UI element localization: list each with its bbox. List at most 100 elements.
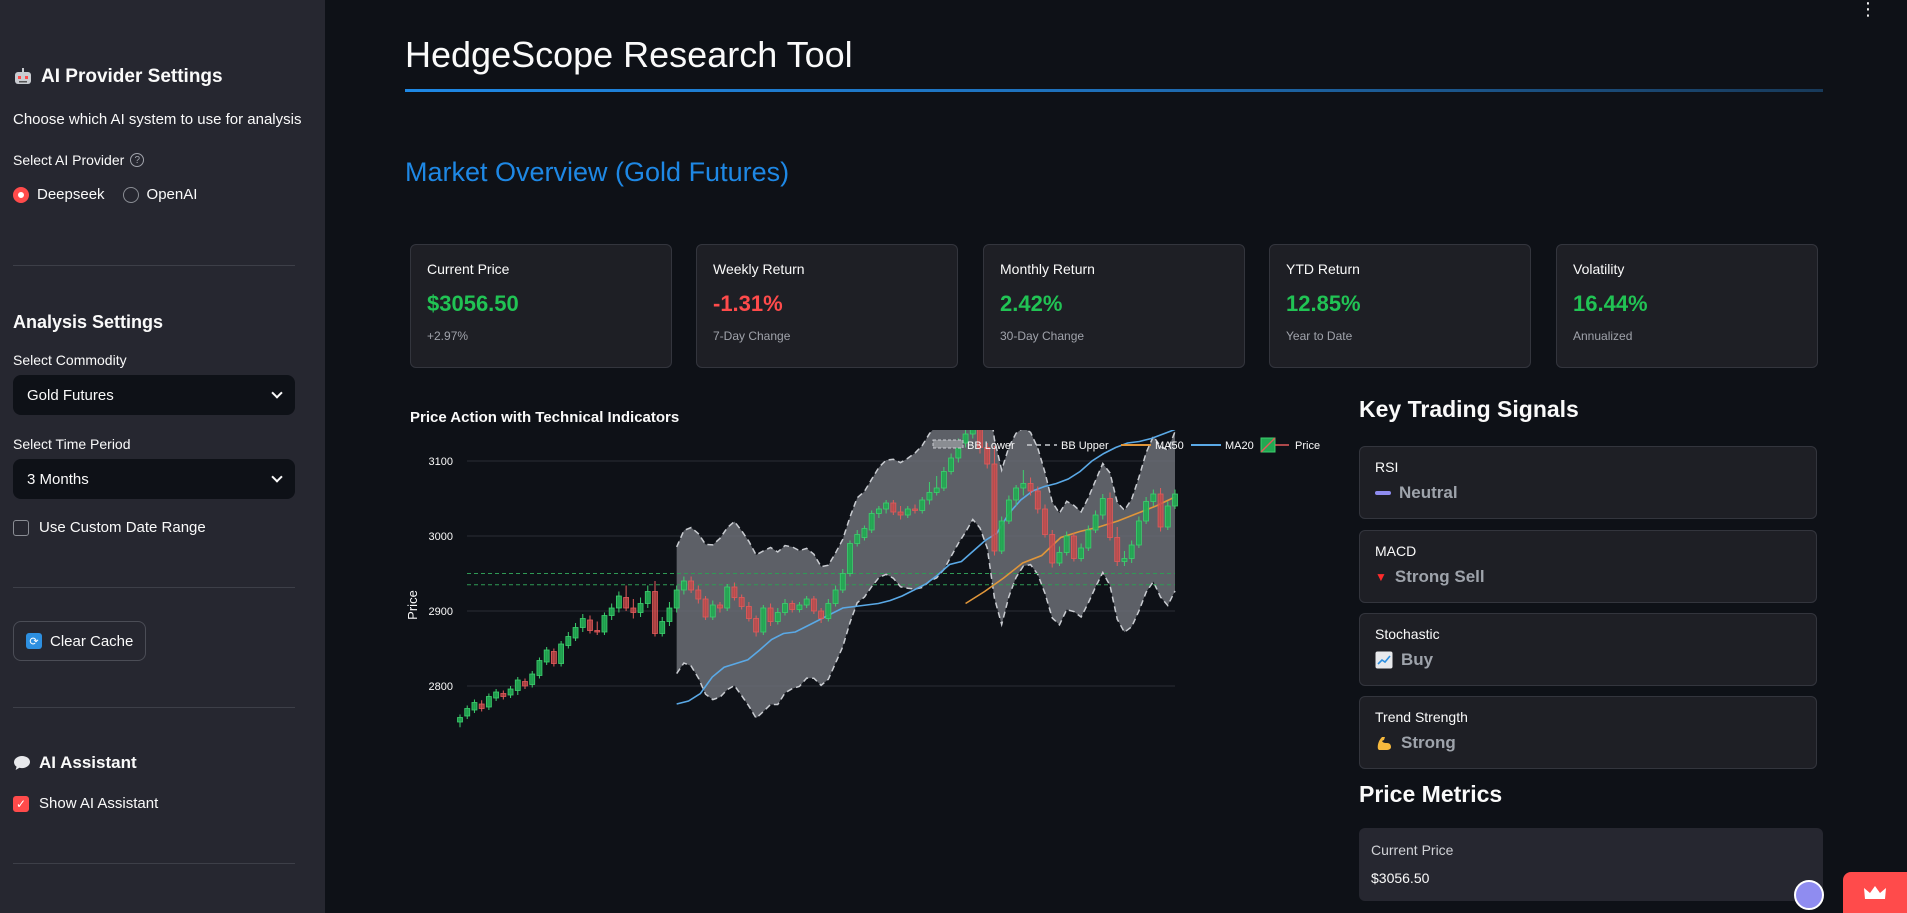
candle-body xyxy=(579,618,586,628)
price-metric-label: Current Price xyxy=(1371,842,1454,858)
candle-body xyxy=(615,595,622,609)
radio-openai[interactable]: OpenAI xyxy=(122,186,197,203)
candle-body xyxy=(543,649,550,663)
candle-body xyxy=(991,463,998,552)
candle-body xyxy=(522,681,528,687)
candle-body xyxy=(962,433,969,444)
y-tick-label: 3100 xyxy=(429,456,453,468)
candle-body xyxy=(695,589,702,600)
chart-up-icon xyxy=(1375,651,1393,669)
card-label: Weekly Return xyxy=(713,261,805,277)
candle-body xyxy=(485,696,492,708)
candle-body xyxy=(1143,501,1150,522)
y-axis-label: Price xyxy=(405,590,420,620)
signal-card-stochastic: Stochastic Buy xyxy=(1359,613,1817,686)
candle-body xyxy=(839,573,846,591)
period-select[interactable]: 3 Months xyxy=(13,459,295,499)
candle-body xyxy=(1042,508,1048,535)
candle-body xyxy=(1056,552,1063,564)
bollinger-band-fill xyxy=(676,430,1175,719)
candle-body xyxy=(1114,537,1121,562)
candle-body xyxy=(782,603,788,613)
signal-label: Trend Strength xyxy=(1375,709,1468,725)
candle-body xyxy=(507,688,514,696)
candle-body xyxy=(825,603,832,619)
candle-body xyxy=(753,618,760,633)
show-assistant-checkbox[interactable]: ✓ Show AI Assistant xyxy=(13,795,158,812)
candle-body xyxy=(717,604,723,609)
ai-provider-header: AI Provider Settings xyxy=(13,66,223,88)
candle-body xyxy=(832,589,839,604)
candle-body xyxy=(608,607,615,616)
candle-body xyxy=(637,603,644,613)
candle-body xyxy=(565,636,572,646)
signal-label: MACD xyxy=(1375,543,1417,559)
price-metric-card: Current Price $3056.50 xyxy=(1359,828,1823,901)
custom-range-checkbox[interactable]: Use Custom Date Range xyxy=(13,519,206,536)
card-subtext: Year to Date xyxy=(1286,329,1353,343)
candle-body xyxy=(883,502,890,510)
card-label: Volatility xyxy=(1573,261,1625,277)
candle-body xyxy=(493,691,500,699)
candle-body xyxy=(558,643,565,664)
signals-heading: Key Trading Signals xyxy=(1359,396,1579,422)
candle-body xyxy=(594,630,601,633)
provider-radio-group: Deepseek OpenAI xyxy=(13,186,197,203)
legend-swatch-bb-lower xyxy=(932,439,964,449)
candle-body xyxy=(810,598,817,612)
commodity-select[interactable]: Gold Futures xyxy=(13,375,295,415)
candle-body xyxy=(550,651,557,664)
candle-body xyxy=(529,673,536,685)
candle-body xyxy=(572,627,579,639)
main-menu-icon[interactable]: ⋮ xyxy=(1859,0,1877,19)
help-icon[interactable]: ? xyxy=(130,153,145,167)
candle-body xyxy=(904,508,911,516)
card-subtext: 30-Day Change xyxy=(1000,329,1085,343)
candle-body xyxy=(1099,498,1106,516)
signal-value-text: Strong xyxy=(1401,733,1456,752)
clear-cache-label: Clear Cache xyxy=(50,632,134,650)
show-assistant-label: Show AI Assistant xyxy=(39,795,159,812)
dash-icon xyxy=(1375,491,1391,495)
candle-body xyxy=(912,508,918,511)
candle-body xyxy=(659,621,666,634)
y-tick-label: 2800 xyxy=(429,681,453,693)
price-chart[interactable]: 2800 2900 3000 3100 Price BB Lower BB Upper MA5… xyxy=(405,430,1670,913)
metric-card-weekly-return: Weekly Return -1.31% 7-Day Change xyxy=(696,244,958,368)
candle-body xyxy=(1078,547,1085,559)
candle-body xyxy=(1070,535,1077,559)
signal-card-macd: MACD ▼ Strong Sell xyxy=(1359,530,1817,603)
clear-cache-button[interactable]: ⟳ Clear Cache xyxy=(13,621,147,661)
metric-card-monthly-return: Monthly Return 2.42% 30-Day Change xyxy=(983,244,1245,368)
signal-card-rsi: RSI Neutral xyxy=(1359,446,1817,519)
candle-body xyxy=(587,619,593,631)
radio-deepseek[interactable]: Deepseek xyxy=(13,186,105,203)
ai-assistant-header: AI Assistant xyxy=(13,753,137,773)
signal-value: Neutral xyxy=(1375,483,1801,503)
candle-body xyxy=(1107,498,1113,538)
candle-body xyxy=(868,513,875,531)
candle-body xyxy=(536,660,543,676)
signal-value-text: Buy xyxy=(1401,650,1434,669)
signal-value-text: Neutral xyxy=(1399,483,1458,502)
card-value: 12.85% xyxy=(1286,291,1361,316)
candle-body xyxy=(1121,558,1128,562)
card-value: -1.31% xyxy=(713,291,783,316)
candle-body xyxy=(514,679,521,691)
candle-body xyxy=(1092,514,1099,531)
card-label: Current Price xyxy=(427,261,510,277)
legend-label: Price xyxy=(1295,440,1320,452)
card-label: YTD Return xyxy=(1286,261,1360,277)
candle-body xyxy=(652,591,658,634)
card-subtext: Annualized xyxy=(1573,329,1633,343)
candle-body xyxy=(897,511,904,516)
candle-body xyxy=(623,597,630,609)
candle-body xyxy=(977,430,983,448)
deploy-crown-button[interactable] xyxy=(1843,872,1907,913)
market-overview-heading: Market Overview (Gold Futures) xyxy=(405,157,790,187)
candle-body xyxy=(861,528,868,538)
signal-label: RSI xyxy=(1375,459,1399,475)
signal-value: Buy xyxy=(1375,650,1801,670)
avatar[interactable] xyxy=(1794,880,1824,910)
card-value: $3056.50 xyxy=(427,291,519,316)
